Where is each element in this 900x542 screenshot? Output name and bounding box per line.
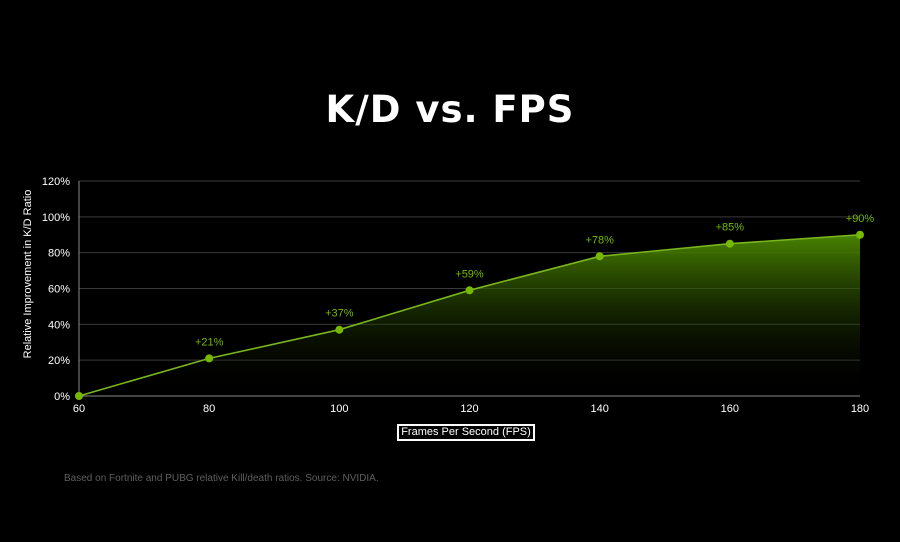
y-axis-label: Relative Improvement in K/D Ratio [22, 189, 34, 359]
y-tick-label: 20% [48, 355, 70, 367]
data-label: +37% [325, 308, 354, 320]
source-note: Based on Fortnite and PUBG relative Kill… [64, 473, 379, 484]
data-point [725, 239, 734, 248]
x-axis-label: Frames Per Second (FPS) [397, 424, 535, 441]
y-tick-label: 60% [48, 284, 70, 296]
y-tick-label: 100% [42, 212, 70, 224]
x-tick-label: 160 [721, 403, 739, 415]
y-tick-label: 40% [48, 319, 70, 331]
area-fill-group [79, 234, 860, 396]
data-point [465, 286, 474, 295]
y-tick-label: 80% [48, 248, 70, 260]
data-label: +78% [585, 234, 614, 246]
x-tick-label: 80 [203, 403, 215, 415]
data-point [856, 230, 864, 239]
x-tick-label: 180 [851, 403, 869, 415]
data-label: +85% [716, 222, 745, 234]
data-points [75, 230, 864, 400]
x-tick-label: 60 [73, 403, 85, 415]
y-tick-labels: 0% 20% 40% 60% 80% 100% 120% [42, 176, 70, 403]
y-tick-label: 0% [54, 391, 70, 403]
data-point [75, 392, 83, 400]
x-tick-label: 140 [590, 403, 608, 415]
data-point [595, 252, 604, 261]
chart-title: K/D vs. FPS [325, 88, 575, 131]
data-point [205, 354, 214, 363]
axes [78, 181, 860, 397]
y-tick-label: 120% [42, 176, 70, 188]
data-label: +90% [846, 213, 875, 225]
x-tick-labels: 60 80 100 120 140 160 180 [73, 403, 869, 415]
data-label: +21% [195, 336, 224, 348]
data-label: +59% [455, 268, 484, 280]
data-labels: +21% +37% +59% +78% +85% +90% [195, 213, 874, 349]
data-point [335, 325, 344, 334]
area-fill [79, 234, 860, 396]
x-tick-label: 100 [330, 403, 348, 415]
x-tick-label: 120 [460, 403, 478, 415]
